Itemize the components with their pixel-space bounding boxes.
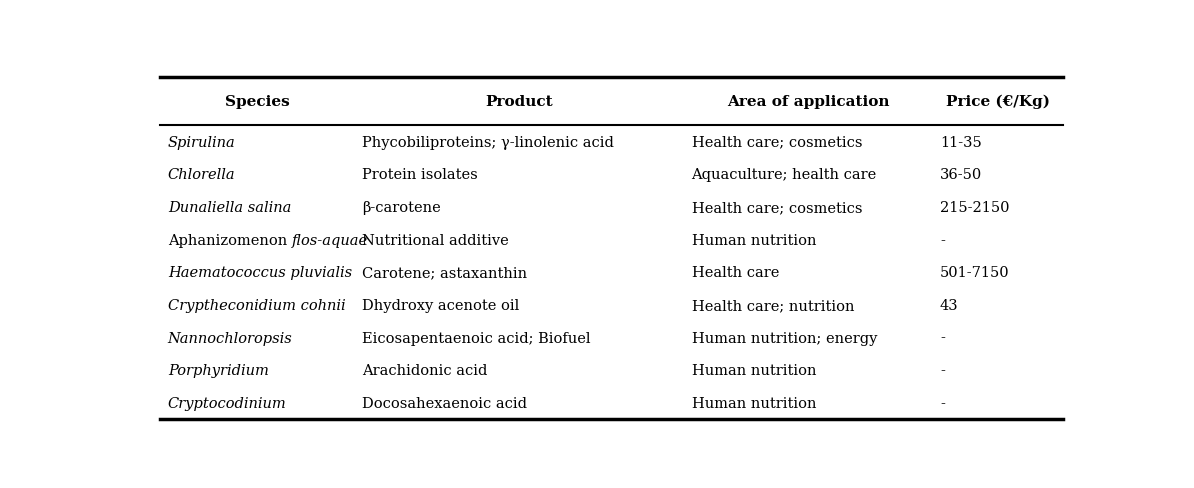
Text: Human nutrition: Human nutrition <box>691 233 816 247</box>
Text: Dhydroxy acenote oil: Dhydroxy acenote oil <box>362 298 519 312</box>
Text: Health care; nutrition: Health care; nutrition <box>691 298 854 312</box>
Text: Nannochloropsis: Nannochloropsis <box>167 331 293 345</box>
Text: Species: Species <box>224 95 290 109</box>
Text: Health care: Health care <box>691 266 778 280</box>
Text: Phycobiliproteins; γ-linolenic acid: Phycobiliproteins; γ-linolenic acid <box>362 136 614 149</box>
Text: Human nutrition: Human nutrition <box>691 396 816 410</box>
Text: 215-2150: 215-2150 <box>940 201 1009 215</box>
Text: Porphyridium: Porphyridium <box>167 364 269 377</box>
Text: -: - <box>940 233 944 247</box>
Text: Arachidonic acid: Arachidonic acid <box>362 364 487 377</box>
Text: Nutritional additive: Nutritional additive <box>362 233 509 247</box>
Text: Cryptocodinium: Cryptocodinium <box>167 396 287 410</box>
Text: Protein isolates: Protein isolates <box>362 168 478 182</box>
Text: Chlorella: Chlorella <box>167 168 235 182</box>
Text: Human nutrition; energy: Human nutrition; energy <box>691 331 876 345</box>
Text: Carotene; astaxanthin: Carotene; astaxanthin <box>362 266 527 280</box>
Text: Health care; cosmetics: Health care; cosmetics <box>691 136 862 149</box>
Text: 501-7150: 501-7150 <box>940 266 1010 280</box>
Text: 36-50: 36-50 <box>940 168 983 182</box>
Text: Cryptheconidium cohnii: Cryptheconidium cohnii <box>167 298 345 312</box>
Text: 11-35: 11-35 <box>940 136 981 149</box>
Text: Product: Product <box>486 95 553 109</box>
Text: Docosahexaenoic acid: Docosahexaenoic acid <box>362 396 527 410</box>
Text: Haematococcus pluvialis: Haematococcus pluvialis <box>167 266 352 280</box>
Text: -: - <box>940 396 944 410</box>
Text: Aquaculture; health care: Aquaculture; health care <box>691 168 876 182</box>
Text: 43: 43 <box>940 298 959 312</box>
Text: Price (€/Kg): Price (€/Kg) <box>946 95 1050 109</box>
Text: Area of application: Area of application <box>727 95 890 109</box>
Text: Dunaliella salina: Dunaliella salina <box>167 201 291 215</box>
Text: flos-aquae: flos-aquae <box>291 233 368 247</box>
Text: Spirulina: Spirulina <box>167 136 235 149</box>
Text: Health care; cosmetics: Health care; cosmetics <box>691 201 862 215</box>
Text: -: - <box>940 331 944 345</box>
Text: Aphanizomenon: Aphanizomenon <box>167 233 291 247</box>
Text: -: - <box>940 364 944 377</box>
Text: β-carotene: β-carotene <box>362 201 441 215</box>
Text: Eicosapentaenoic acid; Biofuel: Eicosapentaenoic acid; Biofuel <box>362 331 590 345</box>
Text: Human nutrition: Human nutrition <box>691 364 816 377</box>
